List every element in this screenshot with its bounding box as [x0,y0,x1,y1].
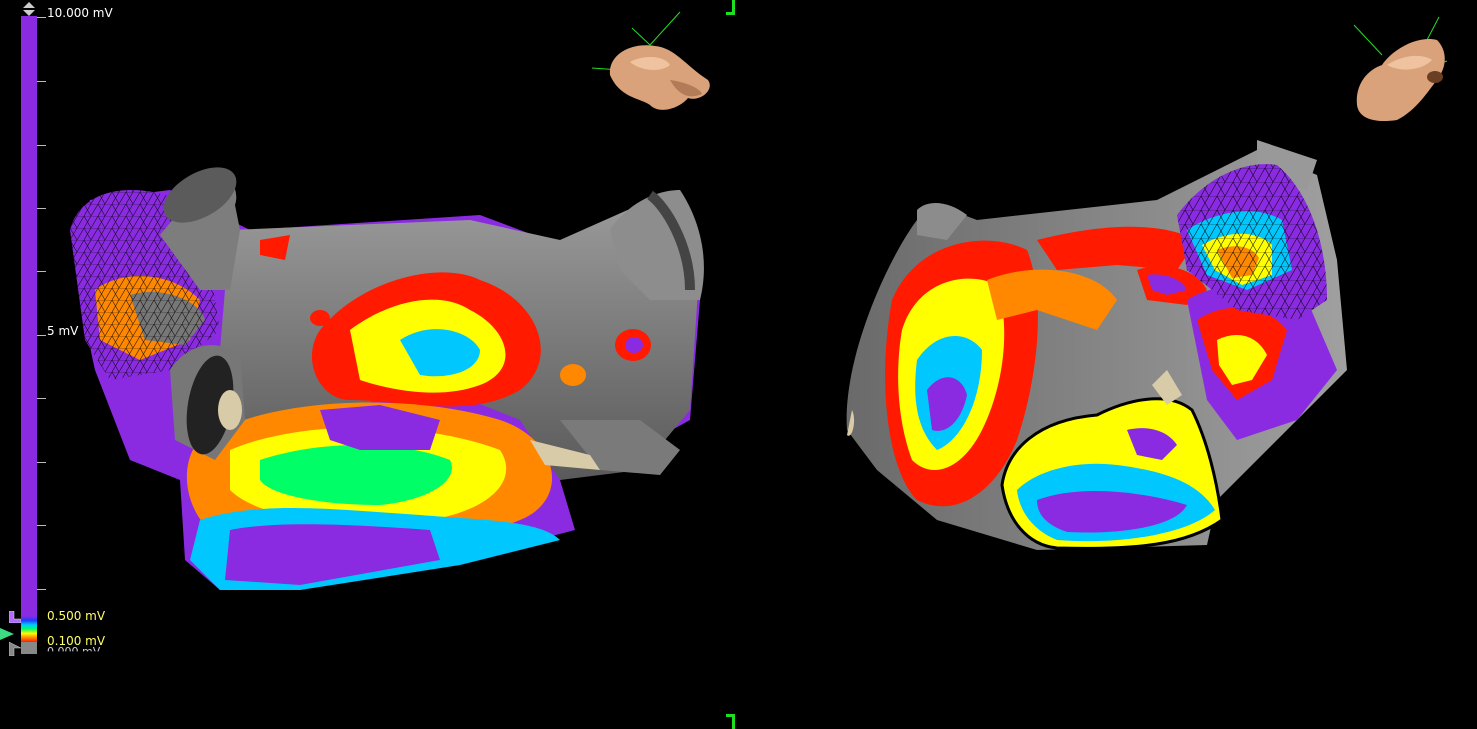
scale-tick [37,462,46,463]
scale-tick [37,335,46,336]
color-scale-gray-end [21,642,37,654]
vessel-right-top [610,190,704,300]
min-value-handle[interactable] [9,642,21,656]
scale-upper-threshold-label: 0.500 mV [47,609,106,623]
right-3d-viewport[interactable] [737,0,1477,729]
lower-threshold-handle[interactable] [0,628,14,640]
heart-orientation-icon[interactable] [1347,15,1457,130]
scale-mid-label: 5 mV [47,324,79,338]
scale-tick [37,398,46,399]
vessel-right-bottom [560,420,680,475]
color-scale-purple-bar [21,16,37,616]
left-3d-viewport[interactable]: 10.000 mV 5 mV 0.500 mV 0.000 mV 0.100 m… [0,0,735,729]
heart-orientation-icon[interactable] [590,10,720,120]
scale-tick [37,17,46,18]
scale-lower-threshold-label: 0.100 mV [47,634,106,648]
left-voltage-map-render[interactable] [0,0,735,729]
upper-threshold-handle[interactable] [9,611,21,623]
scale-tick [37,525,46,526]
scale-tick [37,208,46,209]
color-scale-gradient [21,616,37,642]
scale-max-label: 10.000 mV [47,6,113,20]
scale-tick [37,271,46,272]
viewport-frame-corner [726,714,735,729]
scale-tick [37,81,46,82]
color-scale-max-handle[interactable] [23,2,35,16]
scale-tick [37,145,46,146]
scale-tick [37,589,46,590]
right-voltage-map-render[interactable] [737,0,1477,729]
viewport-frame-corner [726,0,735,15]
scale-min-label: 0.000 mV [47,645,101,658]
